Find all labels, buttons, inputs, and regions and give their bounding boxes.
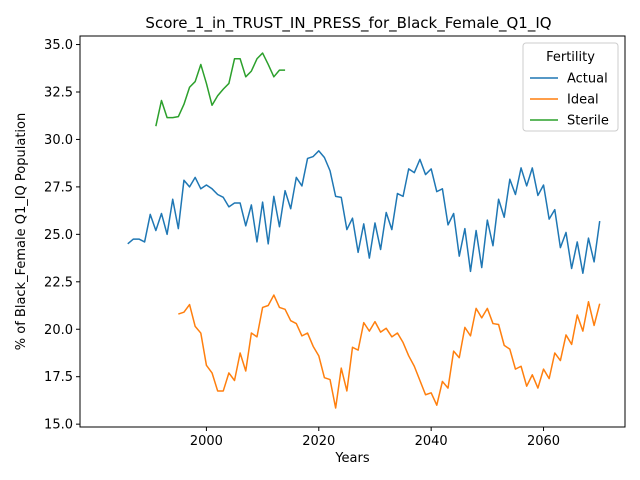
series-line-actual — [127, 150, 601, 275]
series-line-ideal — [178, 294, 601, 409]
legend-label-actual: Actual — [567, 72, 608, 87]
y-tick-label: 32.5 — [44, 85, 73, 100]
legend-label-sterile: Sterile — [567, 114, 609, 129]
x-tick-label: 2060 — [527, 434, 560, 449]
x-axis-label: Years — [334, 451, 370, 466]
y-tick-label: 22.5 — [44, 275, 73, 290]
y-tick-label: 27.5 — [44, 180, 73, 195]
legend: Fertility Actual Ideal Sterile — [522, 42, 619, 132]
y-tick-label: 25.0 — [44, 228, 73, 243]
x-tick-label: 2020 — [302, 434, 335, 449]
y-tick-label: 35.0 — [44, 38, 73, 53]
series-line-sterile — [155, 52, 286, 127]
ticks-layer: 2000 2020 2040 2060 15.0 17.5 20.0 22.5 25.0 27.5… — [44, 38, 560, 449]
plot-frame — [79, 35, 626, 428]
y-tick-label: 17.5 — [44, 370, 73, 385]
y-tick-label: 20.0 — [44, 323, 73, 338]
x-tick-label: 2040 — [415, 434, 448, 449]
y-axis-label: % of Black_Female Q1_IQ Population — [14, 113, 29, 350]
x-tick-label: 2000 — [190, 434, 223, 449]
legend-box — [522, 42, 619, 132]
legend-label-ideal: Ideal — [567, 93, 599, 108]
legend-title: Fertility — [546, 50, 595, 65]
chart-title: Score_1_in_TRUST_IN_PRESS_for_Black_Fema… — [145, 14, 551, 33]
y-tick-label: 30.0 — [44, 133, 73, 148]
y-tick-label: 15.0 — [44, 418, 73, 433]
series-layer — [127, 52, 601, 409]
